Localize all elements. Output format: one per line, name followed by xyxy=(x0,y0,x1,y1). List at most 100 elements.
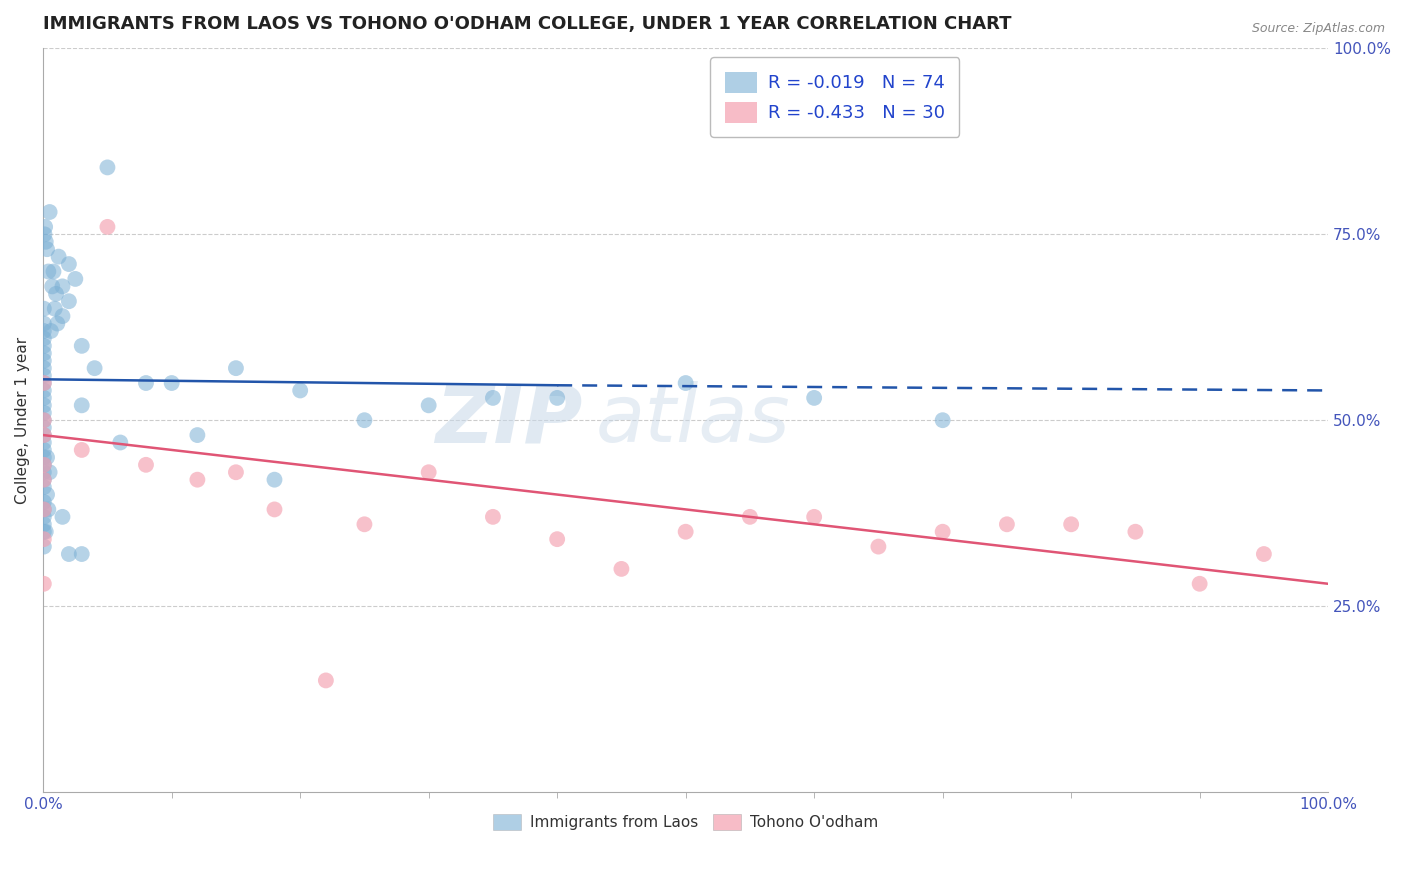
Point xyxy=(110,435,132,450)
Point xyxy=(34,227,56,242)
Point xyxy=(160,376,183,390)
Y-axis label: College, Under 1 year: College, Under 1 year xyxy=(15,336,30,504)
Point xyxy=(32,540,55,554)
Point xyxy=(482,509,505,524)
Point xyxy=(83,361,105,376)
Point xyxy=(1060,517,1083,532)
Point xyxy=(610,562,633,576)
Point xyxy=(70,547,93,561)
Point xyxy=(803,391,825,405)
Point xyxy=(32,368,55,383)
Point xyxy=(35,524,58,539)
Point xyxy=(353,517,375,532)
Point xyxy=(738,509,761,524)
Point xyxy=(70,442,93,457)
Point xyxy=(546,532,568,546)
Point xyxy=(51,279,73,293)
Point xyxy=(37,502,59,516)
Point xyxy=(225,465,247,479)
Point xyxy=(32,406,55,420)
Point xyxy=(51,309,73,323)
Point xyxy=(51,509,73,524)
Point xyxy=(1253,547,1275,561)
Point xyxy=(34,219,56,234)
Point xyxy=(32,376,55,390)
Point xyxy=(263,502,285,516)
Point xyxy=(1125,524,1147,539)
Point xyxy=(315,673,337,688)
Legend: Immigrants from Laos, Tohono O'odham: Immigrants from Laos, Tohono O'odham xyxy=(486,808,884,837)
Point xyxy=(32,361,55,376)
Point xyxy=(65,272,87,286)
Point xyxy=(32,301,55,316)
Point xyxy=(32,346,55,360)
Point xyxy=(32,435,55,450)
Point xyxy=(135,458,157,472)
Point xyxy=(58,294,80,309)
Point xyxy=(96,161,118,175)
Point xyxy=(32,353,55,368)
Point xyxy=(32,376,55,390)
Point xyxy=(42,264,65,278)
Text: IMMIGRANTS FROM LAOS VS TOHONO O'ODHAM COLLEGE, UNDER 1 YEAR CORRELATION CHART: IMMIGRANTS FROM LAOS VS TOHONO O'ODHAM C… xyxy=(44,15,1012,33)
Point xyxy=(46,317,69,331)
Point xyxy=(803,509,825,524)
Point xyxy=(32,339,55,353)
Point xyxy=(32,473,55,487)
Point xyxy=(32,442,55,457)
Point xyxy=(32,450,55,465)
Point xyxy=(70,398,93,412)
Point xyxy=(32,458,55,472)
Point xyxy=(32,317,55,331)
Point xyxy=(263,473,285,487)
Point xyxy=(675,376,697,390)
Point xyxy=(45,286,67,301)
Point xyxy=(35,242,58,256)
Point xyxy=(35,450,58,465)
Point xyxy=(931,413,953,427)
Point xyxy=(44,301,66,316)
Point xyxy=(32,428,55,442)
Point xyxy=(58,547,80,561)
Point xyxy=(32,480,55,494)
Point xyxy=(353,413,375,427)
Point xyxy=(39,324,62,338)
Point xyxy=(32,509,55,524)
Point xyxy=(135,376,157,390)
Point xyxy=(35,235,58,249)
Point xyxy=(32,502,55,516)
Point xyxy=(32,384,55,398)
Point xyxy=(186,428,208,442)
Text: atlas: atlas xyxy=(596,381,790,459)
Point xyxy=(675,524,697,539)
Point xyxy=(32,428,55,442)
Point xyxy=(290,384,312,398)
Point xyxy=(32,502,55,516)
Point xyxy=(32,331,55,345)
Point xyxy=(58,257,80,271)
Point xyxy=(32,391,55,405)
Point xyxy=(32,413,55,427)
Point xyxy=(38,465,60,479)
Point xyxy=(1188,576,1211,591)
Point xyxy=(482,391,505,405)
Point xyxy=(32,324,55,338)
Point xyxy=(32,458,55,472)
Point xyxy=(931,524,953,539)
Text: ZIP: ZIP xyxy=(436,381,583,459)
Point xyxy=(546,391,568,405)
Point xyxy=(32,524,55,539)
Point xyxy=(32,576,55,591)
Point xyxy=(96,219,118,234)
Point xyxy=(995,517,1018,532)
Point xyxy=(41,279,63,293)
Point xyxy=(37,264,59,278)
Point xyxy=(32,413,55,427)
Point xyxy=(32,532,55,546)
Point xyxy=(32,495,55,509)
Point xyxy=(32,465,55,479)
Point xyxy=(225,361,247,376)
Text: Source: ZipAtlas.com: Source: ZipAtlas.com xyxy=(1251,22,1385,36)
Point xyxy=(32,420,55,434)
Point xyxy=(48,250,70,264)
